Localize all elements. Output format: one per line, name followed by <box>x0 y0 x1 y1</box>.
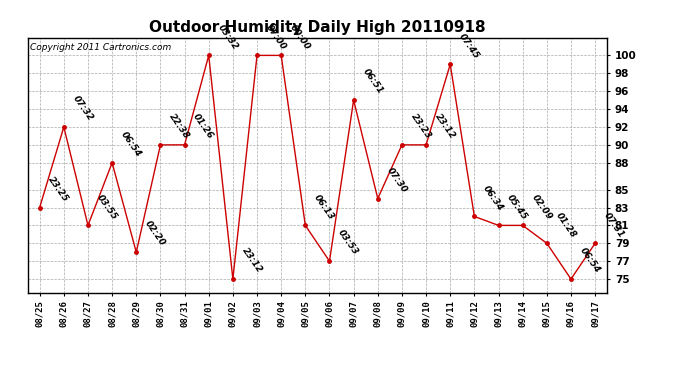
Title: Outdoor Humidity Daily High 20110918: Outdoor Humidity Daily High 20110918 <box>149 20 486 35</box>
Text: 06:51: 06:51 <box>361 68 384 96</box>
Text: 23:12: 23:12 <box>433 112 457 141</box>
Text: 03:32: 03:32 <box>216 22 239 51</box>
Text: 05:45: 05:45 <box>506 193 529 221</box>
Text: 06:54: 06:54 <box>119 130 143 159</box>
Text: 03:53: 03:53 <box>337 228 360 257</box>
Text: 01:28: 01:28 <box>554 210 578 239</box>
Text: 07:30: 07:30 <box>385 166 408 194</box>
Text: 07:00: 07:00 <box>264 22 288 51</box>
Text: Copyright 2011 Cartronics.com: Copyright 2011 Cartronics.com <box>30 43 172 52</box>
Text: 23:25: 23:25 <box>47 175 70 203</box>
Text: 06:34: 06:34 <box>482 184 505 212</box>
Text: 07:31: 07:31 <box>602 210 626 239</box>
Text: 06:54: 06:54 <box>578 246 602 275</box>
Text: 07:45: 07:45 <box>457 32 481 60</box>
Text: 07:32: 07:32 <box>71 94 95 123</box>
Text: 02:09: 02:09 <box>530 193 553 221</box>
Text: 22:38: 22:38 <box>168 112 191 141</box>
Text: 23:23: 23:23 <box>409 112 433 141</box>
Text: 06:13: 06:13 <box>313 193 336 221</box>
Text: 00:00: 00:00 <box>288 22 312 51</box>
Text: 02:20: 02:20 <box>144 219 167 248</box>
Text: 01:26: 01:26 <box>192 112 215 141</box>
Text: 23:12: 23:12 <box>240 246 264 275</box>
Text: 03:55: 03:55 <box>95 193 119 221</box>
